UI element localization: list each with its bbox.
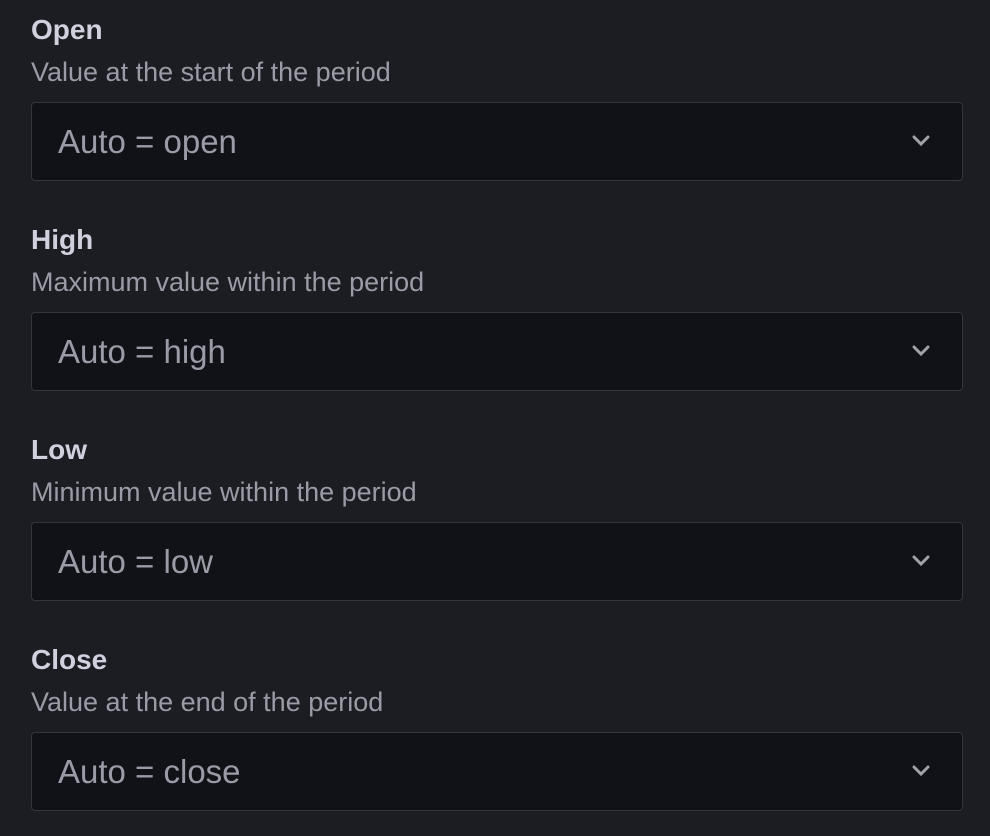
low-select[interactable]: Auto = low <box>31 522 963 601</box>
field-label: Low <box>31 434 87 465</box>
field-label: High <box>31 224 94 255</box>
select-value: Auto = open <box>58 123 237 160</box>
chevron-down-icon <box>912 555 930 567</box>
select-value: Auto = low <box>58 543 214 580</box>
close-select[interactable]: Auto = close <box>31 732 963 811</box>
chevron-down-icon <box>912 765 930 777</box>
select-value: Auto = high <box>58 333 226 370</box>
field-label: Open <box>31 14 103 45</box>
field-description: Value at the end of the period <box>31 687 384 717</box>
field-description: Maximum value within the period <box>31 267 425 297</box>
chevron-down-icon <box>912 345 930 357</box>
high-select[interactable]: Auto = high <box>31 312 963 391</box>
field-description: Minimum value within the period <box>31 477 417 507</box>
chevron-down-icon <box>912 135 930 147</box>
field-description: Value at the start of the period <box>31 57 391 87</box>
open-select[interactable]: Auto = open <box>31 102 963 181</box>
select-value: Auto = close <box>58 753 241 790</box>
field-label: Close <box>31 644 108 675</box>
